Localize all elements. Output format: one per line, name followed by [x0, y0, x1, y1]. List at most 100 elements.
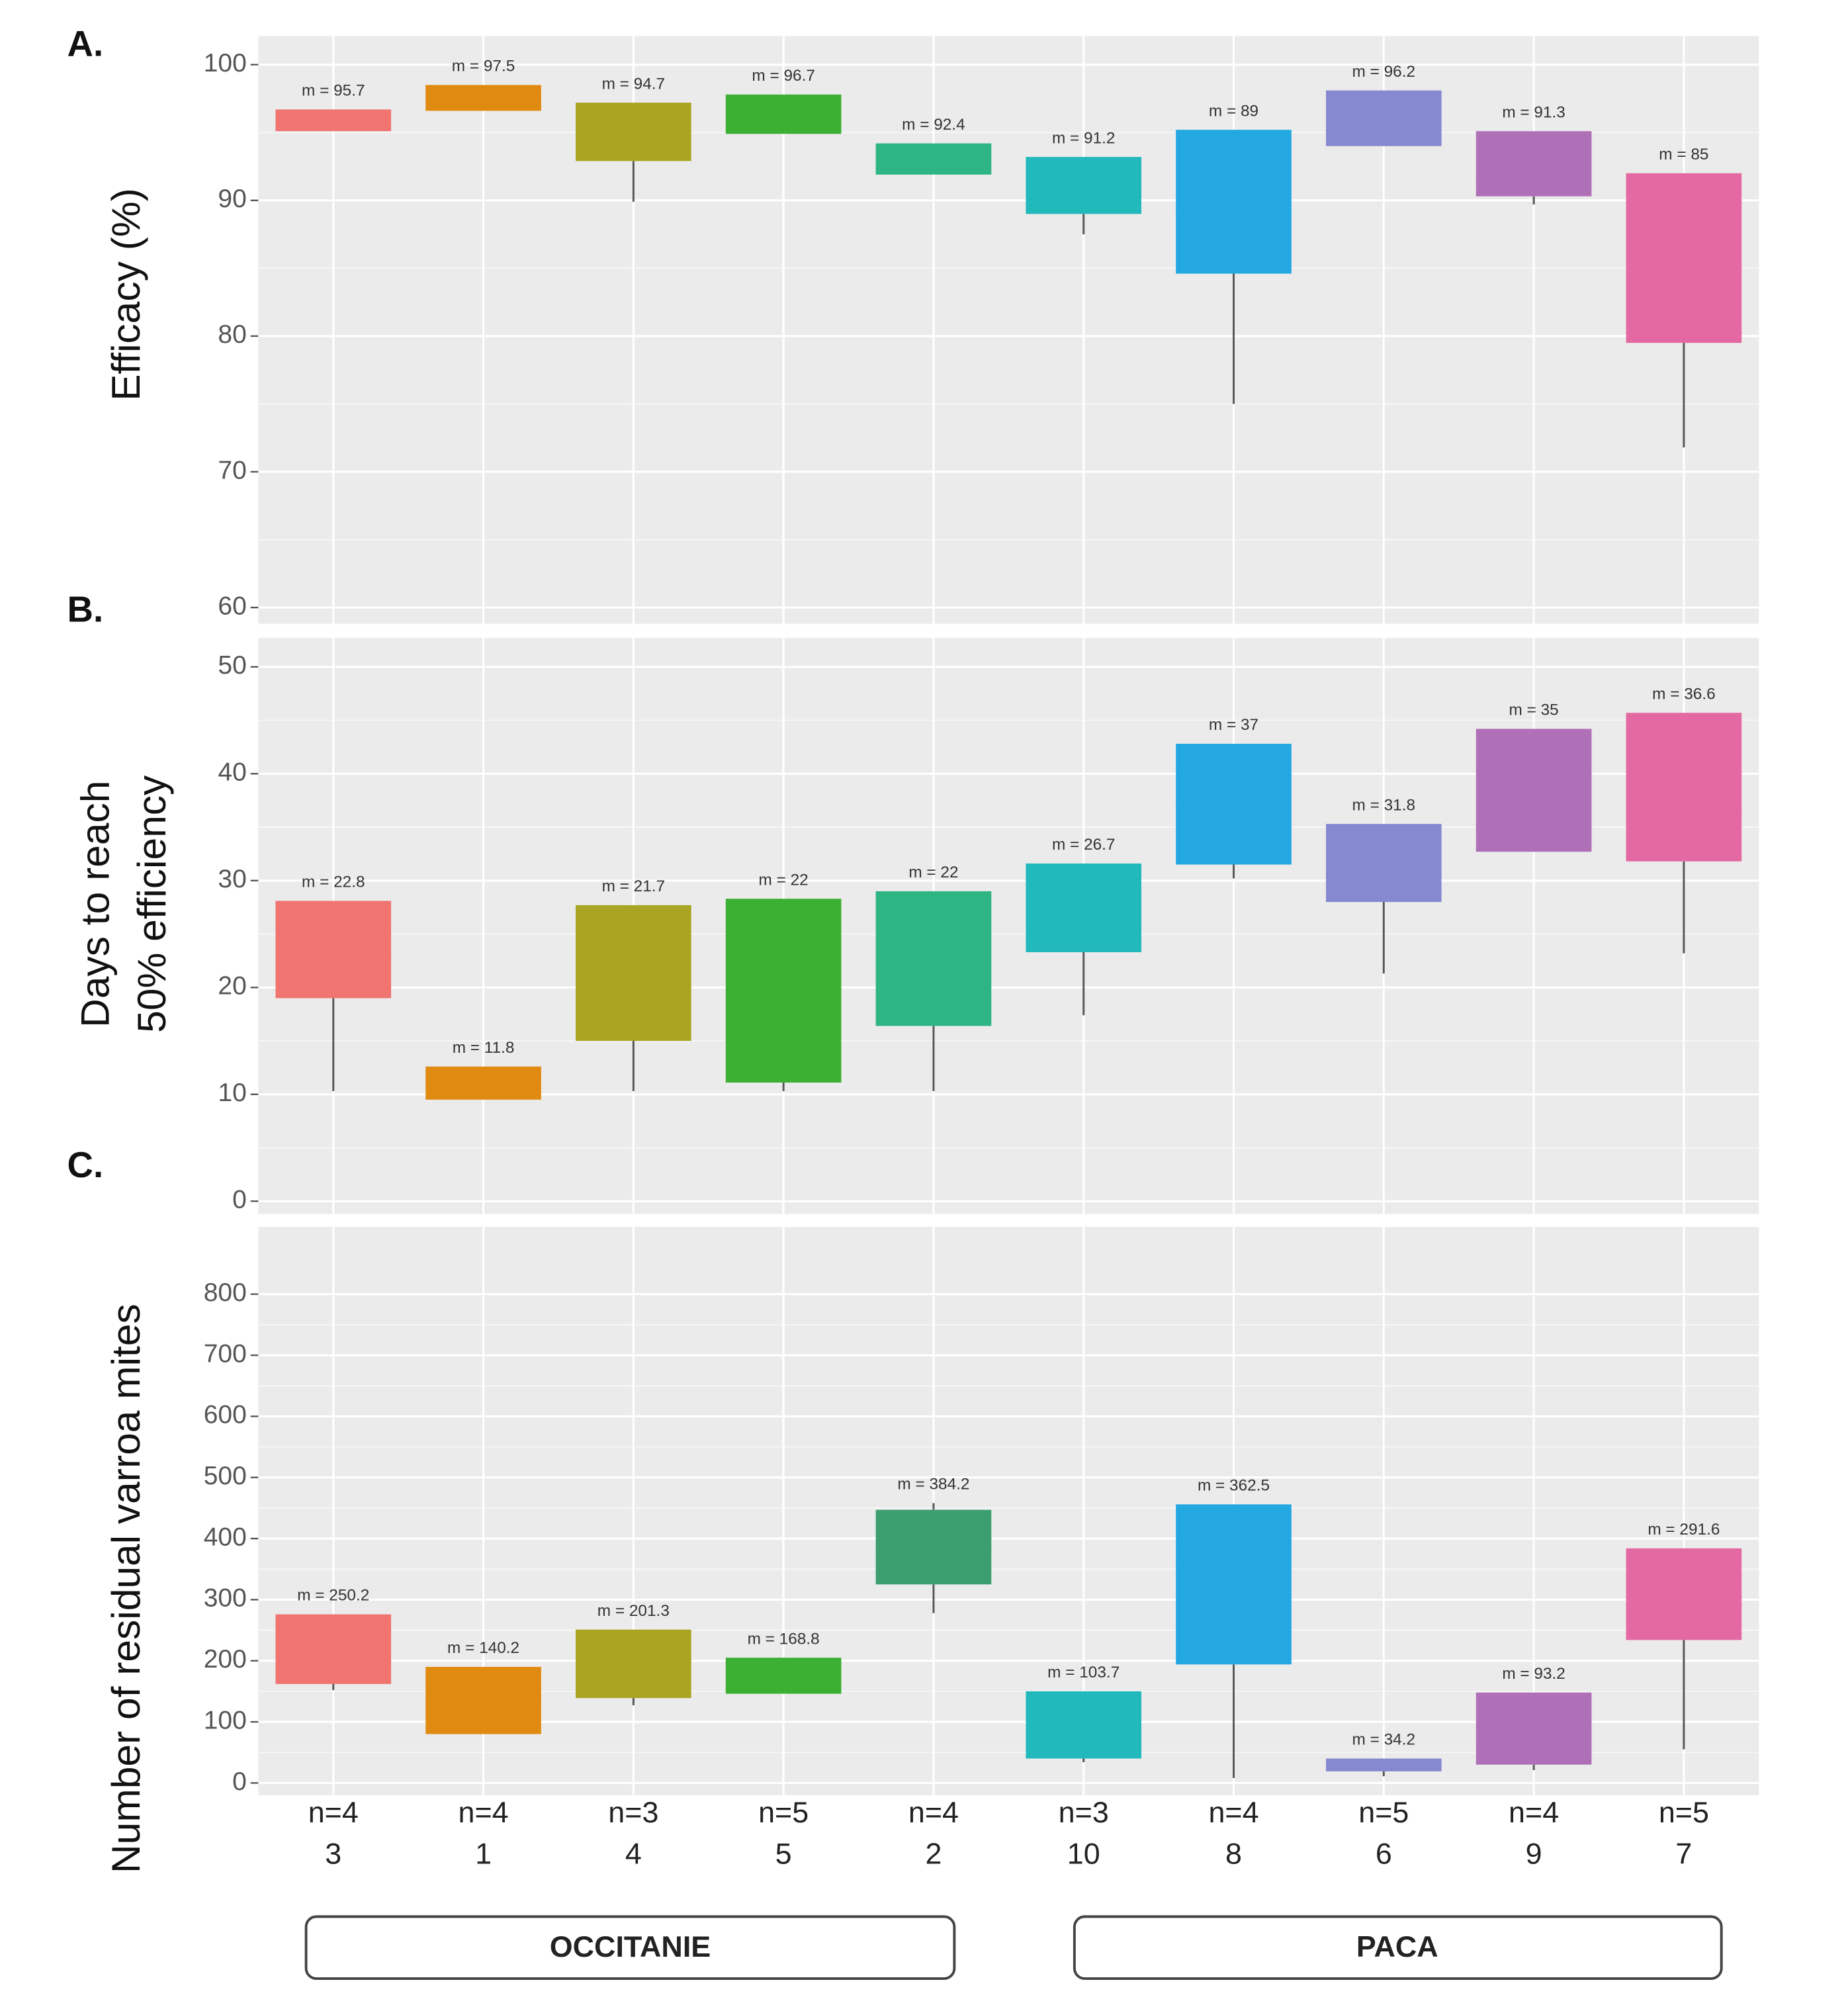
- y-tick-label: 10: [218, 1079, 246, 1107]
- data-label: m = 22: [908, 864, 958, 881]
- data-label: m = 96.7: [752, 67, 815, 85]
- box: [1026, 1691, 1142, 1759]
- n-label: n=4: [908, 1795, 959, 1829]
- y-tick-label: 70: [218, 456, 246, 484]
- data-label: m = 85: [1659, 146, 1708, 163]
- region-label: OCCITANIE: [550, 1930, 711, 1963]
- data-label: m = 93.2: [1502, 1665, 1565, 1683]
- data-label: m = 103.7: [1047, 1664, 1120, 1681]
- n-label: n=3: [608, 1795, 658, 1829]
- data-label: m = 36.6: [1652, 685, 1716, 703]
- y-tick-label: 300: [204, 1584, 247, 1613]
- data-label: m = 89: [1209, 102, 1258, 120]
- panel-letter: A.: [67, 24, 104, 64]
- x-tick-label: 3: [325, 1837, 341, 1871]
- data-label: m = 97.5: [452, 58, 515, 75]
- box: [1326, 90, 1442, 146]
- box: [576, 1629, 691, 1699]
- data-label: m = 140.2: [447, 1639, 519, 1657]
- data-label: m = 250.2: [297, 1587, 369, 1605]
- n-label: n=4: [459, 1795, 509, 1829]
- y-tick-label: 600: [204, 1401, 247, 1429]
- box: [875, 143, 992, 175]
- box: [275, 109, 392, 132]
- y-tick-label: 100: [204, 1706, 247, 1734]
- data-label: m = 22: [759, 871, 809, 889]
- box: [425, 85, 541, 111]
- box: [1475, 131, 1592, 197]
- box: [875, 891, 992, 1026]
- data-label: m = 31.8: [1352, 796, 1416, 814]
- panel-letter: B.: [67, 590, 104, 630]
- data-label: m = 21.7: [602, 877, 666, 895]
- y-axis-title: Days to reach: [72, 781, 117, 1028]
- box: [1326, 1758, 1442, 1771]
- y-tick-label: 90: [218, 185, 246, 213]
- box: [275, 901, 392, 999]
- box: [1026, 157, 1142, 214]
- box: [1626, 713, 1742, 862]
- data-label: m = 37: [1209, 716, 1258, 734]
- box: [576, 103, 691, 161]
- n-label: n=4: [308, 1795, 359, 1829]
- box: [1475, 729, 1592, 852]
- box: [576, 905, 691, 1042]
- y-axis-title: Efficacy (%): [103, 188, 148, 401]
- box: [1626, 173, 1742, 343]
- data-label: m = 92.4: [902, 116, 965, 134]
- y-tick-label: 60: [218, 592, 246, 620]
- data-label: m = 91.2: [1052, 129, 1116, 147]
- y-tick-label: 500: [204, 1462, 247, 1490]
- data-label: m = 291.6: [1648, 1521, 1720, 1539]
- y-tick-label: 20: [218, 972, 246, 1001]
- n-label: n=5: [758, 1795, 809, 1829]
- y-axis-title: Number of residual varroa mites: [103, 1304, 148, 1873]
- y-tick-label: 30: [218, 865, 246, 893]
- data-label: m = 11.8: [453, 1039, 515, 1057]
- y-tick-label: 80: [218, 320, 246, 349]
- x-tick-label: 1: [475, 1837, 492, 1871]
- data-label: m = 35: [1509, 701, 1559, 719]
- box: [275, 1614, 392, 1684]
- data-label: m = 362.5: [1198, 1476, 1270, 1494]
- box: [875, 1509, 992, 1585]
- data-label: m = 26.7: [1052, 836, 1116, 854]
- y-tick-label: 100: [204, 49, 247, 77]
- region-label: PACA: [1356, 1930, 1438, 1963]
- x-tick-label: 7: [1675, 1837, 1692, 1871]
- y-tick-label: 50: [218, 651, 246, 680]
- y-tick-label: 800: [204, 1278, 247, 1307]
- n-label: n=3: [1059, 1795, 1109, 1829]
- box: [1626, 1548, 1742, 1640]
- x-tick-label: 9: [1526, 1837, 1542, 1871]
- y-tick-label: 0: [232, 1767, 247, 1796]
- x-tick-label: 2: [925, 1837, 942, 1871]
- data-label: m = 94.7: [602, 75, 666, 93]
- y-tick-label: 200: [204, 1645, 247, 1673]
- box: [1326, 824, 1442, 903]
- data-label: m = 201.3: [597, 1602, 670, 1620]
- data-label: m = 34.2: [1352, 1731, 1416, 1749]
- data-label: m = 95.7: [302, 82, 365, 100]
- box: [725, 899, 842, 1083]
- x-tick-label: 5: [775, 1837, 792, 1871]
- box: [1176, 130, 1292, 274]
- box: [1176, 1504, 1292, 1665]
- box: [1475, 1692, 1592, 1765]
- box: [425, 1066, 541, 1100]
- region-box: [304, 1915, 956, 1981]
- data-label: m = 91.3: [1502, 103, 1565, 121]
- panel-letter: C.: [67, 1145, 104, 1185]
- n-label: n=5: [1659, 1795, 1709, 1829]
- n-label: n=4: [1208, 1795, 1258, 1829]
- box: [1026, 863, 1142, 952]
- y-tick-label: 0: [232, 1186, 247, 1214]
- box: [1176, 744, 1292, 865]
- box: [725, 1658, 842, 1694]
- x-tick-label: 6: [1376, 1837, 1392, 1871]
- x-tick-label: 10: [1067, 1837, 1100, 1871]
- x-tick-label: 8: [1225, 1837, 1242, 1871]
- box: [425, 1667, 541, 1734]
- y-tick-label: 400: [204, 1523, 247, 1551]
